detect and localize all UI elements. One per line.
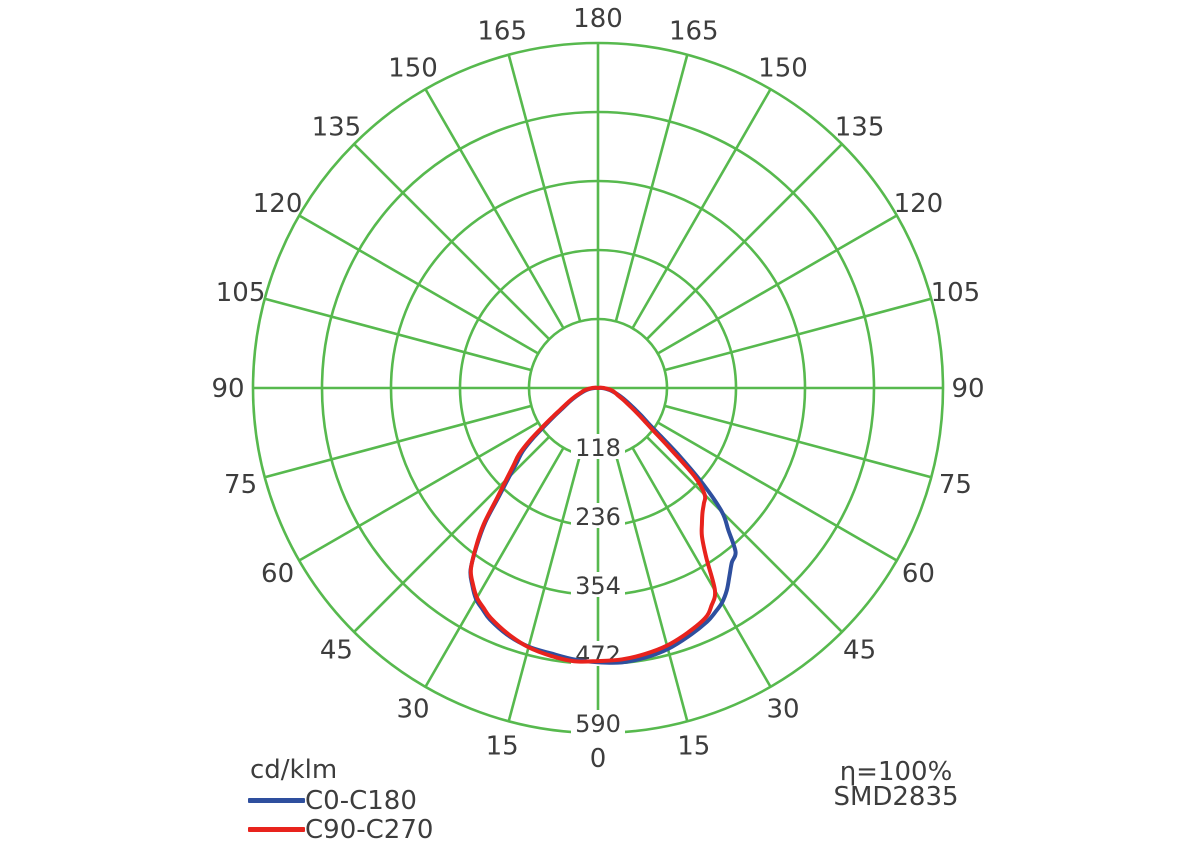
angle-label-135: 135	[312, 112, 362, 142]
radial-label-118: 118	[575, 434, 621, 462]
angle-label-165: 165	[477, 17, 527, 47]
radial-label-bg	[571, 434, 625, 459]
legend-item-c90-c270: C90-C270	[248, 815, 433, 844]
corner-annotations: η=100% SMD2835	[828, 757, 964, 812]
angle-label-135: 135	[835, 112, 885, 142]
radial-label-472: 472	[575, 641, 621, 669]
grid-spoke	[614, 54, 689, 322]
grid-spoke	[614, 454, 689, 722]
grid-spoke	[631, 447, 772, 688]
angle-label-15: 15	[677, 731, 710, 761]
legend-label-c90-c270: C90-C270	[305, 814, 434, 845]
angle-label-0: 0	[590, 744, 607, 774]
angle-labels: 0 15 15 30 30 45 45 60 60 75 75 90 90 105 105 120 120 135…	[211, 4, 984, 774]
angle-label-180: 180	[573, 4, 623, 34]
radial-label-bg	[571, 503, 625, 528]
angle-label-105: 105	[931, 278, 981, 308]
radial-label-354: 354	[575, 572, 621, 600]
legend-label-c0-c180: C0-C180	[305, 785, 417, 816]
radial-label-236: 236	[575, 503, 621, 531]
angle-label-30: 30	[396, 694, 429, 724]
grid-spoke	[645, 143, 843, 341]
radial-label-bg	[571, 572, 625, 597]
grid-spoke	[507, 54, 582, 322]
angle-label-150: 150	[388, 54, 438, 84]
angle-label-90: 90	[951, 374, 984, 404]
angle-label-45: 45	[320, 636, 353, 666]
legend-item-c0-c180: C0-C180	[248, 786, 433, 815]
angle-label-15: 15	[486, 731, 519, 761]
legend: cd/klm C0-C180 C90-C270	[248, 757, 433, 844]
angle-label-150: 150	[758, 54, 808, 84]
grid-spoke	[298, 421, 539, 562]
angle-label-45: 45	[843, 636, 876, 666]
grid-spoke	[657, 214, 898, 355]
grid-spoke	[353, 435, 551, 633]
angle-label-60: 60	[902, 559, 935, 589]
grid-spoke	[631, 88, 772, 329]
grid-spoke	[298, 214, 539, 355]
radial-label-bg	[571, 710, 625, 735]
angle-label-105: 105	[216, 278, 266, 308]
grid-spoke	[507, 454, 582, 722]
grid-spoke	[645, 435, 843, 633]
grid-spoke	[664, 404, 932, 479]
c90-c270-line-swatch	[248, 827, 305, 832]
grid-spoke	[264, 297, 532, 372]
efficiency-label: η=100%	[839, 757, 953, 787]
angle-label-75: 75	[939, 470, 972, 500]
grid-spoke	[424, 447, 565, 688]
angle-label-90: 90	[211, 374, 244, 404]
legend-units-label: cd/klm	[250, 755, 338, 785]
angle-label-30: 30	[766, 694, 799, 724]
grid-spoke	[353, 143, 551, 341]
angle-label-120: 120	[253, 189, 303, 219]
grid-spoke	[424, 88, 565, 329]
curve-c90-c270	[468, 385, 718, 664]
grid-spoke	[264, 404, 532, 479]
c0-c180-line-swatch	[248, 798, 305, 803]
angle-label-60: 60	[261, 559, 294, 589]
grid-spoke	[657, 421, 898, 562]
angle-label-165: 165	[669, 17, 719, 47]
angle-label-120: 120	[894, 189, 944, 219]
grid-spoke	[664, 297, 932, 372]
angle-label-75: 75	[224, 470, 257, 500]
radial-label-590: 590	[575, 710, 621, 738]
chip-model-label: SMD2835	[833, 782, 959, 812]
